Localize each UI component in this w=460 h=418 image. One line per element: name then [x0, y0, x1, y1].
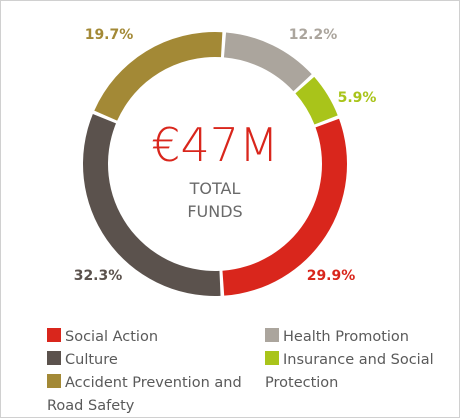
donut-segment	[295, 76, 338, 125]
legend-item: Culture	[47, 349, 247, 372]
donut-segment	[82, 113, 221, 297]
value-label: 12.2%	[289, 27, 338, 43]
value-label: 29.9%	[307, 268, 356, 284]
center-subtitle: TOTAL	[189, 179, 241, 198]
legend-swatch	[47, 328, 61, 342]
donut-segment	[94, 32, 223, 121]
legend: Health Promotion Insurance and Social Pro…	[265, 326, 445, 395]
legend-label: Accident Prevention and Road Safety	[47, 375, 242, 414]
value-label: 19.7%	[85, 27, 134, 43]
donut-segment	[222, 118, 347, 296]
chart: €47M TOTAL FUNDS 12.2% 5.9% 29.9% 32.3% 19.7…	[74, 27, 377, 297]
legend: Social Action Culture Accident Prevention …	[47, 326, 247, 418]
legend-label: Culture	[65, 352, 118, 368]
legend-label: Health Promotion	[283, 329, 409, 345]
value-label: 32.3%	[74, 268, 123, 284]
center-subtitle: FUNDS	[187, 202, 242, 221]
legend-swatch	[265, 351, 279, 365]
legend-item: Health Promotion	[265, 326, 445, 349]
legend-swatch	[265, 328, 279, 342]
legend-swatch	[47, 374, 61, 388]
center-title: €47M	[151, 118, 279, 172]
legend-swatch	[47, 351, 61, 365]
legend-item: Accident Prevention and Road Safety	[47, 372, 247, 418]
legend-item: Insurance and Social Protection	[265, 349, 445, 395]
legend-item: Social Action	[47, 326, 247, 349]
legend-label: Social Action	[65, 329, 159, 345]
donut-segment	[223, 32, 312, 92]
value-label: 5.9%	[338, 90, 377, 106]
legend-label: Insurance and Social Protection	[265, 352, 434, 391]
